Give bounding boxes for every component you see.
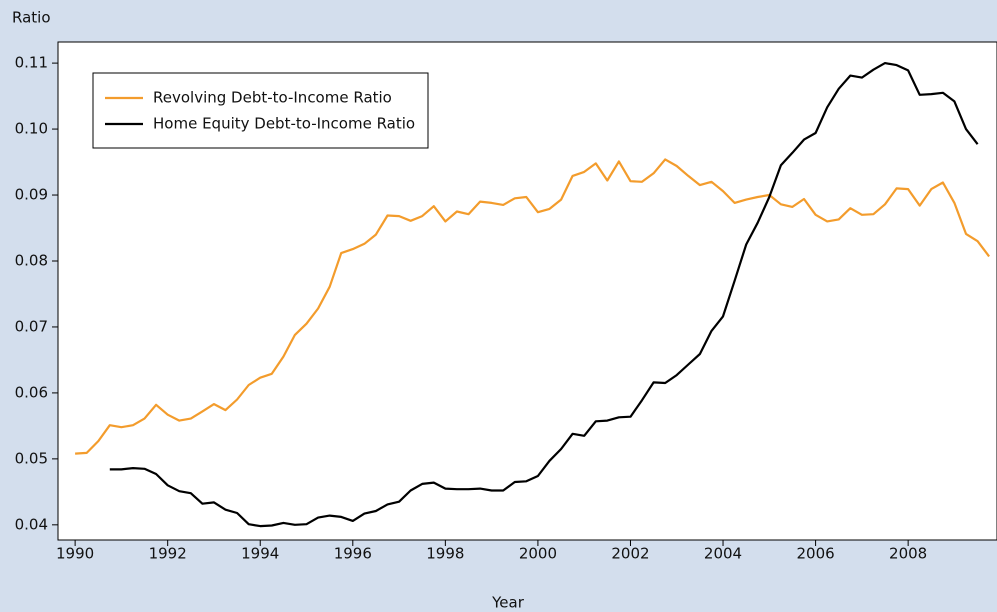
y-tick-label: 0.05: [15, 449, 48, 467]
x-tick-label: 2000: [519, 545, 557, 563]
x-tick-label: 1994: [241, 545, 279, 563]
y-tick-label: 0.08: [15, 251, 48, 269]
x-tick-label: 1996: [334, 545, 372, 563]
x-tick-label: 2006: [796, 545, 834, 563]
legend-label: Revolving Debt-to-Income Ratio: [153, 89, 392, 107]
x-tick-label: 1992: [149, 545, 187, 563]
series-line: [109, 62, 979, 528]
legend: Revolving Debt-to-Income Ratio Home Equit…: [92, 72, 429, 149]
y-tick-label: 0.07: [15, 317, 48, 335]
x-tick-label: 2004: [704, 545, 742, 563]
series-line: [75, 158, 990, 455]
y-axis-title: Ratio: [12, 9, 51, 27]
x-tick-label: 1990: [56, 545, 94, 563]
y-tick-label: 0.11: [15, 54, 48, 72]
legend-label: Home Equity Debt-to-Income Ratio: [153, 115, 415, 133]
x-tick-label: 2008: [889, 545, 927, 563]
y-tick-label: 0.09: [15, 186, 48, 204]
y-tick-label: 0.04: [15, 515, 48, 533]
x-tick-label: 2002: [611, 545, 649, 563]
y-tick-label: 0.10: [15, 120, 48, 138]
x-tick-label: 1998: [426, 545, 464, 563]
x-axis-title: Year: [491, 594, 525, 612]
y-tick-label: 0.06: [15, 383, 48, 401]
legend-box: [92, 72, 429, 149]
